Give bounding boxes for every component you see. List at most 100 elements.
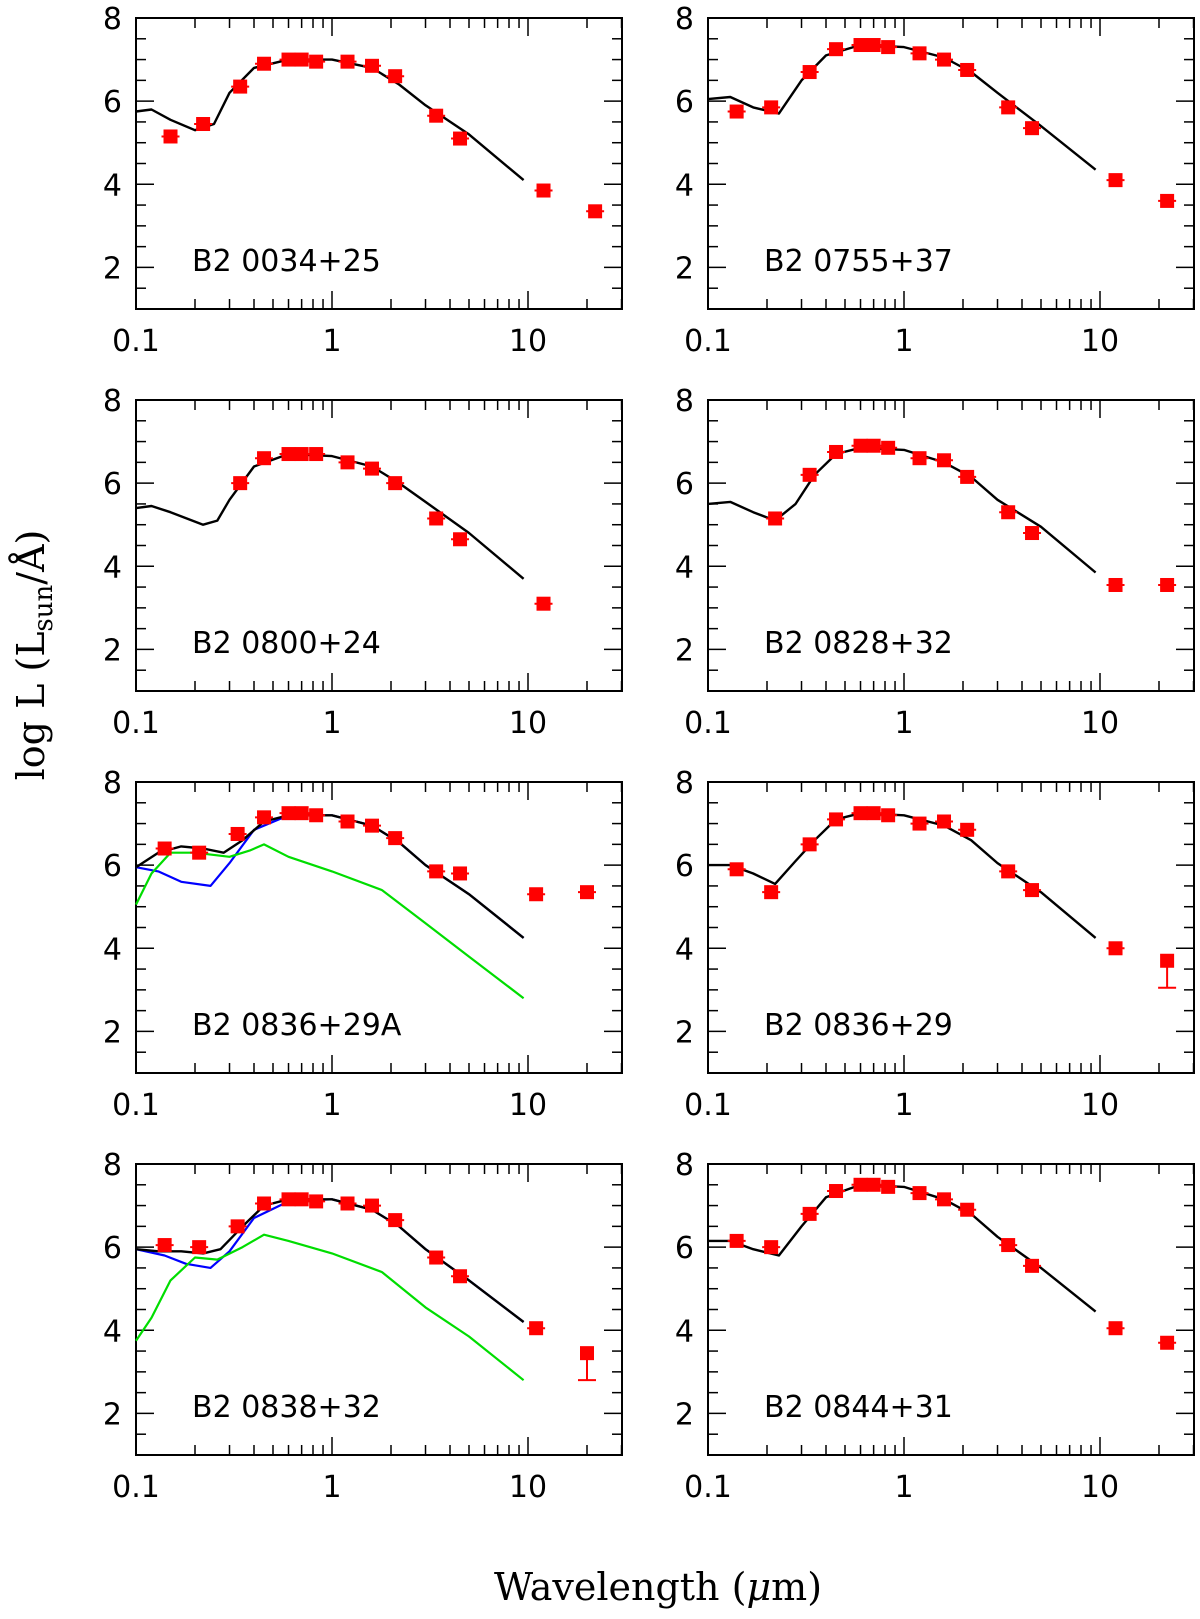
- panel-label: B2 0755+37: [764, 244, 953, 279]
- y-tick-label: 6: [675, 849, 694, 884]
- plot-frame: [135, 399, 623, 692]
- y-tick-label: 6: [103, 849, 122, 884]
- data-point: [536, 596, 551, 611]
- data-point: [233, 79, 248, 94]
- y-tick-label: 4: [103, 932, 122, 967]
- x-tick-label: 1: [322, 706, 341, 741]
- model-curve: [708, 812, 1097, 939]
- data-point: [1025, 121, 1040, 136]
- y-tick-label: 2: [675, 251, 694, 286]
- data-point: [1001, 864, 1016, 879]
- data-point: [429, 108, 444, 123]
- data-point: [802, 837, 817, 852]
- x-tick-label: 1: [894, 1470, 913, 1505]
- x-tick-label: 0.1: [684, 1470, 732, 1505]
- data-point: [866, 38, 881, 53]
- data-point: [365, 461, 380, 476]
- data-point: [257, 56, 272, 71]
- data-point: [937, 1192, 952, 1207]
- data-point: [453, 532, 468, 547]
- y-tick-label: 6: [103, 1231, 122, 1266]
- y-tick-label: 4: [675, 1314, 694, 1349]
- panel-label: B2 0836+29A: [192, 1008, 402, 1043]
- data-point: [230, 826, 245, 841]
- data-point: [281, 447, 296, 462]
- sed-panel-8: 0.1 1 10 2 4 6 8 B2 0844+31: [675, 1148, 1195, 1505]
- y-tick-label: 4: [675, 168, 694, 203]
- x-tick-label: 0.1: [684, 324, 732, 359]
- model-curve: [135, 58, 525, 182]
- y-tick-label: 2: [675, 1397, 694, 1432]
- data-point: [960, 62, 975, 77]
- y-tick-label: 4: [675, 932, 694, 967]
- y-tick-label: 6: [103, 467, 122, 502]
- data-point: [309, 447, 324, 462]
- x-tick-label: 10: [509, 324, 547, 359]
- x-tick-label: 10: [509, 706, 547, 741]
- sed-panel-3: 0.1 1 10 2 4 6 8 B2 0800+24: [103, 384, 623, 741]
- x-tick-label: 1: [322, 1088, 341, 1123]
- data-point: [881, 1179, 896, 1194]
- y-tick-label: 8: [103, 1148, 122, 1183]
- panel-label: B2 0828+32: [764, 626, 953, 661]
- data-point: [281, 52, 296, 67]
- x-tick-label: 10: [1081, 1088, 1119, 1123]
- model-curve: [135, 814, 525, 939]
- sed-panel-1: 0.1 1 10 2 4 6 8 B2 0034+25: [103, 2, 623, 359]
- data-point: [866, 438, 881, 453]
- data-point: [388, 1213, 403, 1228]
- data-point: [536, 183, 551, 198]
- y-tick-label: 8: [103, 766, 122, 801]
- y-tick-label: 6: [675, 1231, 694, 1266]
- data-point: [429, 511, 444, 526]
- y-tick-label: 2: [675, 1015, 694, 1050]
- y-tick-label: 4: [675, 550, 694, 585]
- data-point: [853, 1177, 868, 1192]
- y-tick-label: 8: [103, 384, 122, 419]
- data-point: [429, 1250, 444, 1265]
- data-point: [866, 1177, 881, 1192]
- data-point: [853, 38, 868, 53]
- data-point: [365, 818, 380, 833]
- data-point: [1001, 505, 1016, 520]
- x-tick-label: 0.1: [112, 1470, 160, 1505]
- data-point: [912, 816, 927, 831]
- data-point: [340, 1196, 355, 1211]
- data-point: [1025, 1258, 1040, 1273]
- x-tick-label: 1: [322, 1470, 341, 1505]
- plot-frame: [135, 17, 623, 310]
- model-curve: [707, 446, 1097, 574]
- data-point: [365, 1198, 380, 1213]
- sed-panel-2: 0.1 1 10 2 4 6 8 B2 0755+37: [675, 2, 1195, 359]
- data-point: [1001, 100, 1016, 115]
- data-point: [580, 885, 595, 900]
- plot-frame: [135, 1163, 623, 1456]
- data-point: [453, 866, 468, 881]
- data-point: [429, 864, 444, 879]
- data-point: [281, 1192, 296, 1207]
- sed-panel-6: 0.1 1 10 2 4 6 8 B2 0836+29: [675, 766, 1195, 1123]
- data-point: [937, 52, 952, 67]
- y-tick-label: 2: [103, 1397, 122, 1432]
- y-axis-title: log L (Lsun/Å): [9, 530, 59, 781]
- panel-label: B2 0836+29: [764, 1008, 953, 1043]
- data-point: [764, 1240, 779, 1255]
- data-point: [937, 814, 952, 829]
- x-tick-label: 10: [509, 1470, 547, 1505]
- data-point: [937, 453, 952, 468]
- data-point: [257, 451, 272, 466]
- data-point: [294, 806, 309, 821]
- data-point: [802, 467, 817, 482]
- data-point: [192, 845, 207, 860]
- data-point: [453, 1269, 468, 1284]
- data-point: [1160, 577, 1175, 592]
- data-point: [1160, 193, 1175, 208]
- data-point: [802, 1206, 817, 1221]
- panel-label: B2 0844+31: [764, 1390, 953, 1425]
- data-point: [829, 812, 844, 827]
- data-point: [881, 40, 896, 55]
- data-point: [529, 1321, 544, 1336]
- data-point: [1108, 1321, 1123, 1336]
- x-tick-label: 10: [509, 1088, 547, 1123]
- data-point: [157, 1238, 172, 1253]
